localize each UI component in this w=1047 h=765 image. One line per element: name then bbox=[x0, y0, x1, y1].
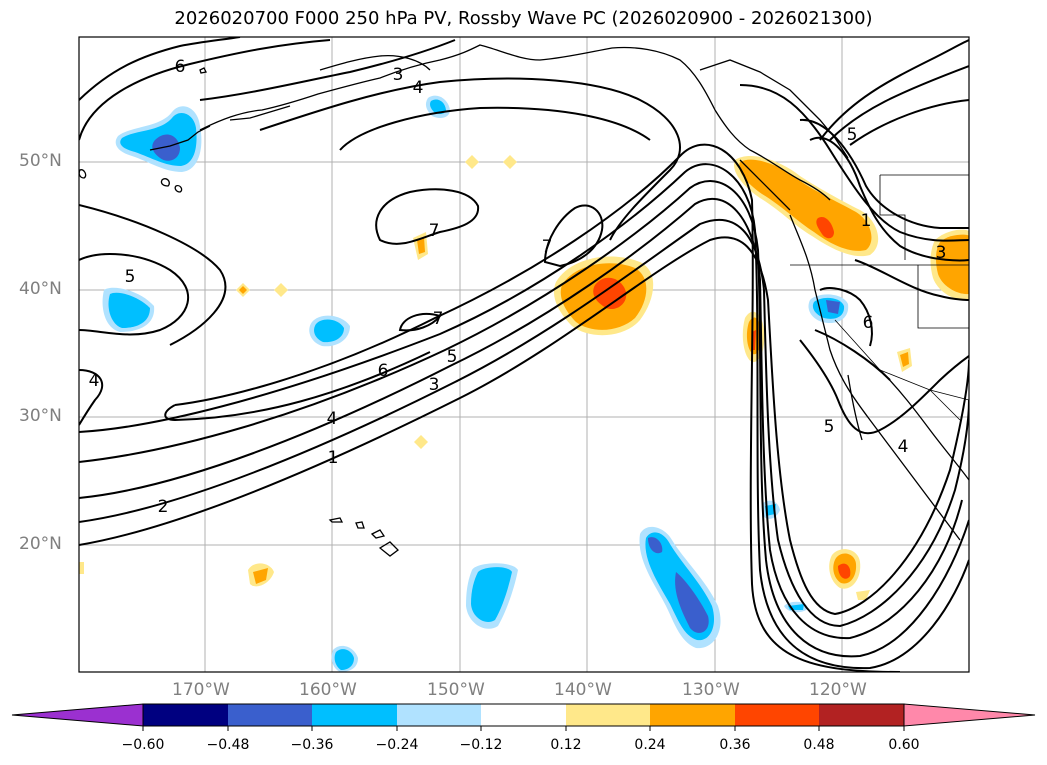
colorbar-frame bbox=[142, 703, 905, 727]
contour-label: 4 bbox=[898, 437, 909, 457]
lon-label: 140°W bbox=[554, 680, 612, 700]
contour-label: 1 bbox=[328, 448, 339, 468]
contour-label: 5 bbox=[125, 267, 136, 287]
lat-label: 40°N bbox=[19, 279, 62, 299]
colorbar-segment bbox=[228, 704, 312, 726]
lon-label: 170°W bbox=[172, 680, 230, 700]
colorbar-tick-label: 0.12 bbox=[550, 737, 582, 753]
map-frame bbox=[78, 36, 970, 673]
colorbar-segment bbox=[481, 704, 566, 726]
map-title: 2026020700 F000 250 hPa PV, Rossby Wave … bbox=[174, 8, 873, 29]
contour-label: 5 bbox=[847, 125, 858, 145]
lon-label: 120°W bbox=[809, 680, 867, 700]
lat-label: 30°N bbox=[19, 406, 62, 426]
lat-label: 50°N bbox=[19, 151, 62, 171]
colorbar-tick-label: −0.24 bbox=[375, 737, 419, 753]
colorbar-segment bbox=[312, 704, 397, 726]
colorbar-segment bbox=[903, 703, 1036, 727]
colorbar-tick-label: 0.24 bbox=[634, 737, 666, 753]
contour-label: 2 bbox=[158, 497, 169, 517]
colorbar-tick-label: −0.60 bbox=[121, 737, 165, 753]
contour-label: 7 bbox=[542, 237, 553, 257]
contour-label: 5 bbox=[824, 417, 835, 437]
colorbar bbox=[11, 703, 1036, 731]
colorbar-tick-marks bbox=[142, 726, 905, 731]
colorbar-tick-label: 0.48 bbox=[803, 737, 835, 753]
colorbar-segment bbox=[566, 704, 650, 726]
contour-label: 3 bbox=[936, 243, 947, 263]
contour-label: 6 bbox=[863, 313, 874, 333]
contour-label: 4 bbox=[413, 78, 424, 98]
colorbar-segment bbox=[819, 704, 904, 726]
contour-label: 6 bbox=[378, 361, 389, 381]
lon-label: 160°W bbox=[299, 680, 357, 700]
contour-labels: 6 4 3 7 5 7 7 5 6 5 3 4 1 2 4 1 3 6 5 4 bbox=[89, 57, 947, 517]
colorbar-segment bbox=[735, 704, 819, 726]
colorbar-segment bbox=[11, 703, 144, 727]
colorbar-segment bbox=[397, 704, 481, 726]
contour-label: 1 bbox=[861, 211, 872, 231]
contour-label: 7 bbox=[433, 309, 444, 329]
lon-label: 150°W bbox=[427, 680, 485, 700]
map-panel bbox=[79, 37, 969, 672]
lat-label: 20°N bbox=[19, 534, 62, 554]
contour-label: 6 bbox=[175, 57, 186, 77]
lon-label: 130°W bbox=[682, 680, 740, 700]
colorbar-tick-label: 0.36 bbox=[719, 737, 751, 753]
contour-label: 3 bbox=[393, 65, 404, 85]
contour-label: 7 bbox=[429, 221, 440, 241]
positive-anomaly-shading bbox=[79, 155, 969, 600]
colorbar-segment bbox=[650, 704, 735, 726]
colorbar-segment bbox=[143, 704, 228, 726]
colorbar-tick-label: −0.12 bbox=[459, 737, 503, 753]
colorbar-tick-label: 0.60 bbox=[888, 737, 920, 753]
negative-anomaly-shading bbox=[102, 95, 849, 672]
colorbar-tick-label: −0.36 bbox=[290, 737, 334, 753]
contour-label: 4 bbox=[89, 371, 100, 391]
coastlines bbox=[79, 44, 969, 557]
colorbar-tick-label: −0.48 bbox=[206, 737, 250, 753]
borders bbox=[790, 174, 969, 421]
contour-label: 4 bbox=[327, 409, 338, 429]
contour-label: 5 bbox=[447, 347, 458, 367]
contour-label: 3 bbox=[429, 375, 440, 395]
